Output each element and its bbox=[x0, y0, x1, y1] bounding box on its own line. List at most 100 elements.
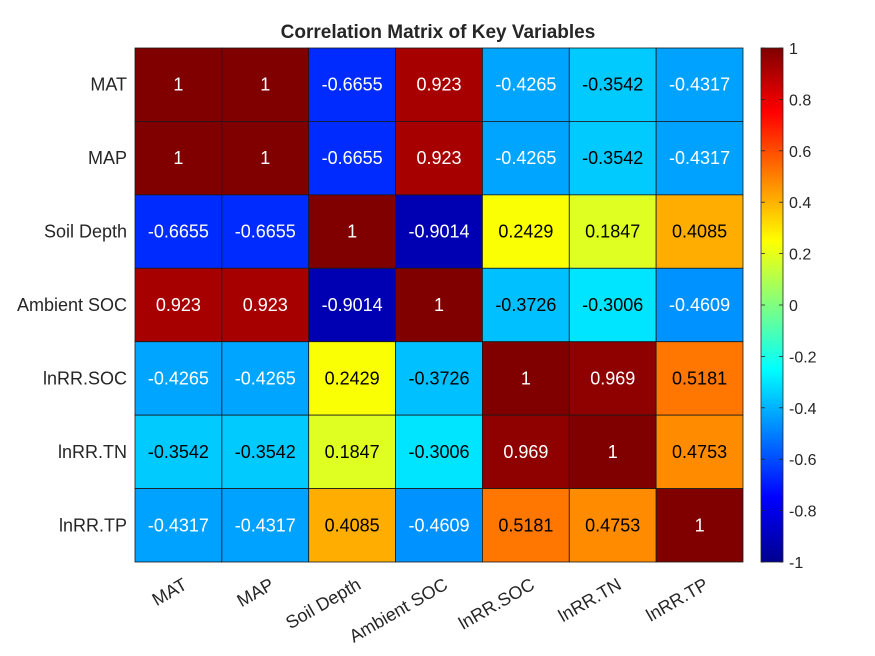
heatmap-cell-r6-c4 bbox=[395, 414, 483, 489]
cell-value-label-r5-c3: 0.2429 bbox=[325, 368, 380, 388]
cell-value-label-r3-c2: -0.6655 bbox=[235, 222, 296, 242]
cell-value-label-r2-c2: 1 bbox=[260, 148, 270, 168]
heatmap-cell-r3-c1 bbox=[134, 194, 223, 269]
heatmap-cell-r6-c5 bbox=[482, 414, 570, 489]
cell-value-label-r4-c2: 0.923 bbox=[243, 295, 288, 315]
cell-value-label-r5-c4: -0.3726 bbox=[408, 368, 469, 388]
heatmap-cell-r2-c1 bbox=[134, 121, 223, 196]
heatmap-cell-r2-c3 bbox=[308, 121, 396, 196]
cell-value-label-r6-c4: -0.3006 bbox=[408, 442, 469, 462]
heatmap-cell-r3-c5 bbox=[482, 194, 570, 269]
x-tick-label-mat: MAT bbox=[149, 574, 191, 610]
heatmap-cell-r3-c2 bbox=[221, 194, 310, 269]
colorbar-tick-label: -0.4 bbox=[789, 401, 817, 418]
heatmap-cell-r1-c2 bbox=[221, 47, 310, 122]
heatmap-cell-r6-c2 bbox=[221, 414, 310, 489]
cell-value-label-r3-c7: 0.4085 bbox=[672, 222, 727, 242]
heatmap-cell-r3-c7 bbox=[655, 194, 744, 269]
cell-value-label-r2-c4: 0.923 bbox=[416, 148, 461, 168]
cell-value-label-r6-c1: -0.3542 bbox=[148, 442, 209, 462]
x-tick-label-lnrr-tp: lnRR.TP bbox=[643, 574, 712, 625]
heatmap-cell-r1-c6 bbox=[568, 47, 657, 122]
colorbar-tick-label: 0.2 bbox=[789, 247, 811, 264]
y-tick-label-lnrr-tp: lnRR.TP bbox=[59, 515, 127, 535]
cell-value-label-r5-c2: -0.4265 bbox=[235, 368, 296, 388]
y-tick-label-soil-depth: Soil Depth bbox=[44, 222, 127, 242]
y-tick-label-ambient-soc: Ambient SOC bbox=[17, 295, 127, 315]
cell-value-label-r7-c1: -0.4317 bbox=[148, 515, 209, 535]
cell-value-label-r4-c7: -0.4609 bbox=[669, 295, 730, 315]
cell-value-label-r7-c7: 1 bbox=[695, 515, 705, 535]
colorbar-ticks: 1 0.8 0.6 0.4 0.2 0 -0.2 -0.4 -0.6 -0.8 -1 bbox=[761, 41, 817, 572]
cell-value-label-r4-c4: 1 bbox=[434, 295, 444, 315]
cell-value-label-r1-c7: -0.4317 bbox=[669, 75, 730, 95]
cell-value-label-r1-c4: 0.923 bbox=[416, 75, 461, 95]
heatmap-cell-r4-c2 bbox=[221, 267, 310, 343]
cell-value-label-r3-c6: 0.1847 bbox=[585, 222, 640, 242]
cell-value-label-r1-c6: -0.3542 bbox=[582, 75, 643, 95]
cell-value-label-r7-c2: -0.4317 bbox=[235, 515, 296, 535]
y-tick-label-map: MAP bbox=[88, 148, 127, 168]
y-tick-label-mat: MAT bbox=[90, 75, 127, 95]
heatmap-cell-r2-c6 bbox=[568, 121, 657, 196]
cell-value-label-r2-c1: 1 bbox=[173, 148, 183, 168]
heatmap-cell-r1-c4 bbox=[395, 47, 483, 122]
cell-value-label-r7-c3: 0.4085 bbox=[325, 515, 380, 535]
heatmap-cell-r1-c5 bbox=[482, 47, 570, 122]
colorbar-tick-label: 0 bbox=[789, 298, 798, 315]
heatmap-cells bbox=[134, 47, 744, 563]
y-tick-label-lnrr-soc: lnRR.SOC bbox=[43, 368, 127, 388]
heatmap-cell-r7-c6 bbox=[568, 488, 657, 563]
heatmap-cell-r3-c3 bbox=[308, 194, 396, 269]
heatmap-cell-r5-c1 bbox=[134, 341, 223, 416]
cell-value-label-r5-c6: 0.969 bbox=[590, 368, 635, 388]
heatmap-cell-r5-c7 bbox=[655, 341, 744, 416]
colorbar-tick-label: 0.4 bbox=[789, 195, 811, 212]
cell-value-label-r6-c7: 0.4753 bbox=[672, 442, 727, 462]
y-tick-label-lnrr-tn: lnRR.TN bbox=[58, 442, 127, 462]
x-tick-label-lnrr-soc: lnRR.SOC bbox=[455, 574, 538, 633]
cell-value-label-r2-c7: -0.4317 bbox=[669, 148, 730, 168]
cell-value-label-r1-c5: -0.4265 bbox=[495, 75, 556, 95]
x-tick-label-soil-depth: Soil Depth bbox=[282, 574, 364, 633]
cell-value-label-r4-c3: -0.9014 bbox=[322, 295, 383, 315]
heatmap-cell-r4-c4 bbox=[395, 267, 483, 343]
cell-value-label-r5-c7: 0.5181 bbox=[672, 368, 727, 388]
cell-value-label-r6-c6: 1 bbox=[608, 442, 618, 462]
x-tick-label-lnrr-tn: lnRR.TN bbox=[555, 574, 625, 626]
cell-value-label-r4-c5: -0.3726 bbox=[495, 295, 556, 315]
heatmap-cell-r3-c4 bbox=[395, 194, 483, 269]
heatmap-cell-r7-c1 bbox=[134, 488, 223, 563]
cell-value-label-r5-c5: 1 bbox=[521, 368, 531, 388]
cell-value-label-r4-c6: -0.3006 bbox=[582, 295, 643, 315]
cell-value-label-r3-c3: 1 bbox=[347, 222, 357, 242]
cell-value-label-r7-c4: -0.4609 bbox=[408, 515, 469, 535]
y-tick-labels: MAT MAP Soil Depth Ambient SOC lnRR.SOC lnRR.… bbox=[17, 75, 127, 536]
cell-value-label-r2-c6: -0.3542 bbox=[582, 148, 643, 168]
cell-value-label-r1-c3: -0.6655 bbox=[322, 75, 383, 95]
cell-value-label-r3-c5: 0.2429 bbox=[498, 222, 553, 242]
colorbar-tick-label: 0.8 bbox=[789, 92, 811, 109]
x-tick-label-map: MAP bbox=[233, 574, 277, 611]
colorbar-tick-label: 1 bbox=[789, 41, 798, 58]
cell-value-label-r3-c1: -0.6655 bbox=[148, 222, 209, 242]
cell-value-label-r4-c1: 0.923 bbox=[156, 295, 201, 315]
heatmap-cell-r3-c6 bbox=[568, 194, 657, 269]
heatmap-cell-r4-c1 bbox=[134, 267, 223, 343]
heatmap-cell-r6-c1 bbox=[134, 414, 223, 489]
cell-value-label-r6-c3: 0.1847 bbox=[325, 442, 380, 462]
heatmap-cell-r2-c7 bbox=[655, 121, 744, 196]
heatmap-cell-r7-c5 bbox=[482, 488, 570, 563]
heatmap-cell-r1-c1 bbox=[134, 47, 223, 122]
cell-value-label-r1-c1: 1 bbox=[173, 75, 183, 95]
heatmap-cell-r2-c5 bbox=[482, 121, 570, 196]
heatmap-cell-r6-c7 bbox=[655, 414, 744, 489]
cell-value-label-r1-c2: 1 bbox=[260, 75, 270, 95]
heatmap-cell-labels: 1 1 -0.6655 0.923 -0.4265 -0.3542 -0.4317 1 1 -0.… bbox=[148, 75, 730, 536]
colorbar-tick-label: 0.6 bbox=[789, 144, 811, 161]
cell-value-label-r7-c6: 0.4753 bbox=[585, 515, 640, 535]
colorbar-tick-label: -0.2 bbox=[789, 349, 817, 366]
heatmap-cell-r4-c7 bbox=[655, 267, 744, 343]
